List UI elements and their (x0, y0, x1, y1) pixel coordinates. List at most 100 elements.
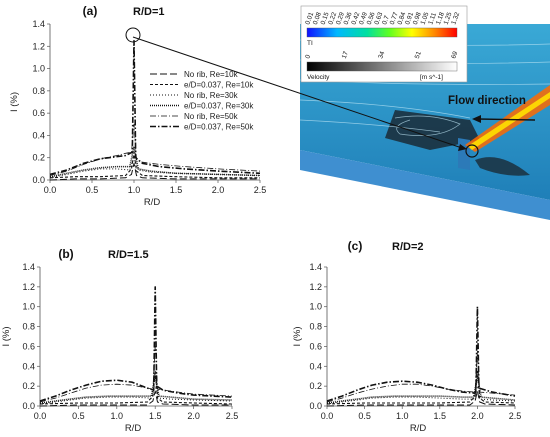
flow-direction-arrow (477, 118, 536, 121)
y-tick-label: 0.8 (22, 322, 35, 332)
y-tick-label: 1.2 (32, 41, 45, 51)
y-tick-label: 1.0 (309, 302, 322, 312)
panel-title: R/D=1 (133, 6, 165, 18)
callout-arrow-head (458, 144, 467, 151)
ti-tick: 0.56 (366, 11, 377, 26)
velocity-colorbar (306, 61, 458, 72)
x-tick-label: 2.5 (226, 411, 239, 421)
y-tick-label: 0.6 (309, 341, 322, 351)
panel-title: R/D=1.5 (108, 249, 149, 261)
chart-panel: 0.0 0.2 0.4 0.6 0.8 1.0 1.2 1.4 0.0 0.5 1.0 1.5 2.0 2… (292, 239, 521, 434)
ti-tick: 0.7 (381, 14, 391, 25)
x-tick-label: 1.0 (396, 411, 409, 421)
callout-line (132, 36, 463, 149)
y-tick-label: 0.4 (309, 361, 322, 371)
simulation-inset: 0.010.080.150.220.290.360.420.490.560.63… (299, 5, 550, 220)
x-tick-label: 2.5 (509, 411, 522, 421)
y-tick-label: 1.0 (22, 302, 35, 312)
y-tick-label: 0.0 (22, 401, 35, 411)
x-tick-label: 0.0 (321, 411, 334, 421)
legend-entry: No rib, Re=30k (184, 91, 239, 100)
y-tick-label: 0.8 (309, 322, 322, 332)
callout-circle-inset (465, 144, 479, 158)
ti-tick: 0.84 (397, 11, 408, 26)
y-tick-label: 0.4 (22, 361, 35, 371)
series-line (326, 370, 516, 405)
series-line (49, 151, 260, 179)
ti-tick: 1.05 (420, 11, 431, 26)
y-tick-label: 1.2 (22, 282, 35, 292)
x-tick-label: 0.5 (72, 411, 85, 421)
x-tick-label: 0.5 (86, 185, 99, 195)
legend-entry: No rib, Re=10k (184, 70, 239, 79)
y-tick-label: 0.0 (32, 175, 45, 185)
velocity-tick: 17 (341, 50, 350, 60)
ti-tick: 1.18 (435, 11, 446, 26)
x-axis-label: R/D (144, 197, 161, 208)
series-line (49, 145, 261, 178)
ti-tick: 1.32 (450, 11, 461, 26)
x-tick-label: 0.5 (358, 411, 371, 421)
y-tick-label: 0.2 (309, 381, 322, 391)
series-line (49, 39, 261, 176)
callout-circle-plot (125, 27, 141, 43)
ti-tick: 0.49 (358, 11, 369, 26)
panel-label: (c) (348, 239, 363, 253)
series-line (49, 157, 261, 179)
velocity-tick-labels: 0 17 34 51 69 (304, 50, 459, 60)
y-tick-label: 1.2 (309, 282, 322, 292)
velocity-unit: [m s^-1] (420, 74, 443, 81)
ti-tick: 0.01 (304, 11, 315, 26)
ti-tick: 0.36 (343, 11, 354, 26)
y-tick-label: 0.0 (309, 401, 322, 411)
x-tick-label: 1.0 (111, 411, 124, 421)
legend-entry: e/D=0.037, Re=10k (184, 81, 254, 90)
velocity-tick: 0 (304, 54, 312, 60)
series-line (326, 385, 516, 405)
inset-downstream-vortex (475, 157, 530, 176)
x-axis-label: R/D (410, 423, 427, 434)
x-tick-label: 2.0 (187, 411, 200, 421)
x-tick-label: 0.0 (44, 185, 57, 195)
x-tick-label: 2.0 (471, 411, 484, 421)
ti-tick: 0.42 (350, 11, 361, 26)
panel-label: (a) (83, 4, 98, 18)
chart-panel: 0.0 0.2 0.4 0.6 0.8 1.0 1.2 1.4 0.0 0.5 1.0 1.5 2.0 2… (9, 4, 266, 208)
y-axis-label: I (%) (1, 326, 12, 346)
chart-panel: 0.0 0.2 0.4 0.6 0.8 1.0 1.2 1.4 0.0 0.5 1.0 1.5 2.0 2… (1, 247, 238, 434)
series-line (326, 390, 516, 407)
y-tick-label: 0.2 (22, 381, 35, 391)
ti-tick: 0.98 (412, 11, 423, 26)
legend-entry: No rib, Re=50k (184, 112, 239, 121)
y-tick-label: 0.8 (32, 86, 45, 96)
series-line (39, 385, 233, 405)
y-axis-label: I (%) (9, 92, 20, 112)
y-tick-label: 1.0 (32, 64, 45, 74)
series-line (39, 390, 232, 407)
x-tick-label: 1.5 (149, 411, 162, 421)
series-line (326, 351, 516, 403)
ti-colorbar (306, 27, 458, 38)
legend-entry: e/D=0.037, Re=50k (184, 123, 254, 132)
series-line (39, 346, 233, 403)
velocity-tick: 51 (414, 50, 423, 60)
ti-tick: 0.63 (373, 11, 384, 26)
ti-tick: 0.08 (312, 11, 323, 26)
x-tick-label: 1.0 (128, 185, 141, 195)
ti-tick: 0.15 (320, 11, 331, 26)
ti-tick: 0.77 (389, 11, 400, 26)
y-tick-label: 0.6 (22, 341, 35, 351)
x-tick-label: 2.0 (212, 185, 225, 195)
series-line (49, 123, 261, 176)
y-tick-label: 0.4 (32, 130, 45, 140)
ti-tick: 1.11 (427, 11, 438, 25)
velocity-tick: 69 (450, 50, 459, 60)
ti-tick: 0.91 (404, 11, 415, 26)
velocity-tick: 34 (377, 50, 386, 60)
panel-title: R/D=2 (392, 241, 424, 253)
ti-tick: 1.25 (443, 11, 454, 26)
callout (125, 27, 479, 158)
flow-arrow-head (472, 115, 481, 123)
x-tick-label: 1.5 (434, 411, 447, 421)
